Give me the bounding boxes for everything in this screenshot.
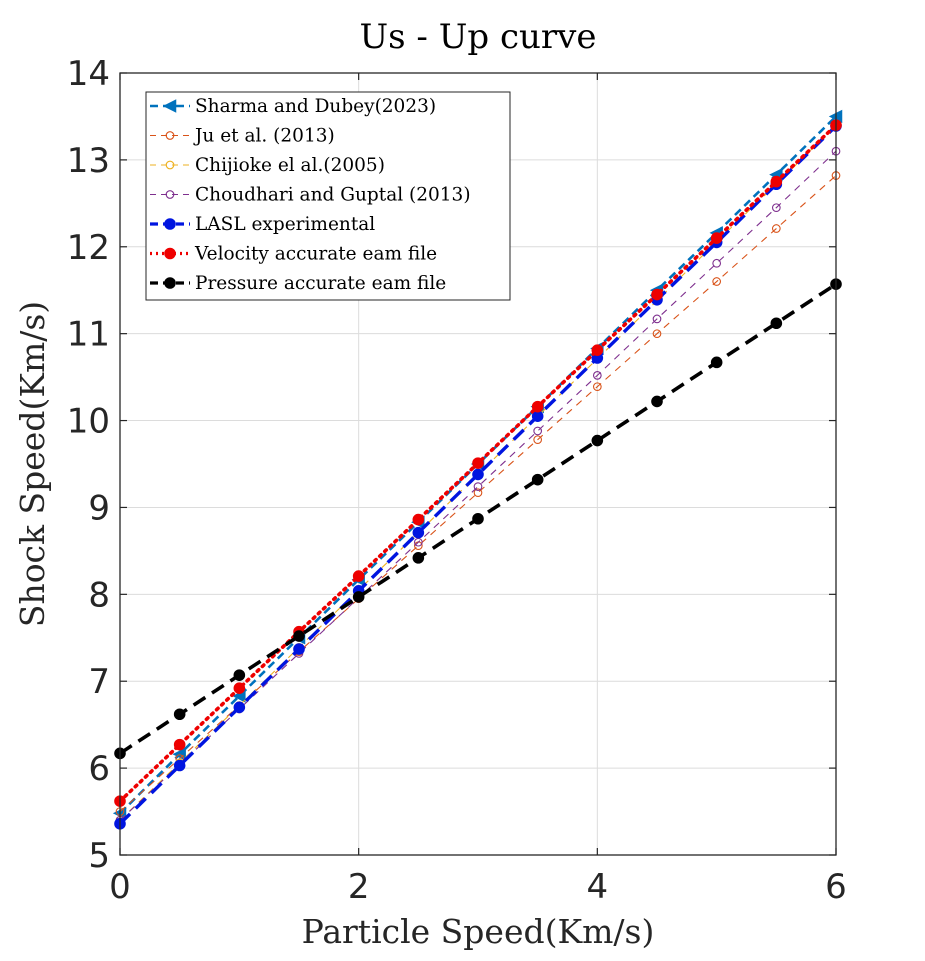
data-point [233, 669, 246, 681]
legend-item: LASL experimental [150, 214, 375, 235]
data-point [412, 552, 425, 564]
series-5 [114, 119, 842, 807]
y-tick-label: 13 [67, 141, 110, 181]
legend-marker [164, 247, 176, 260]
data-point [531, 473, 544, 486]
y-tick-label: 11 [67, 315, 110, 355]
y-tick-label: 7 [88, 662, 110, 702]
legend-label: Choudhari and Guptal (2013) [195, 185, 471, 206]
plot-frame [119, 72, 837, 856]
data-point [173, 738, 186, 751]
legend-marker [165, 190, 175, 199]
series-6 [114, 278, 842, 760]
data-point [771, 224, 781, 233]
data-point [233, 701, 246, 714]
legend-item: Ju et al. (2013) [150, 126, 335, 147]
legend-marker [164, 218, 176, 230]
data-point [712, 258, 722, 268]
data-point [531, 400, 544, 413]
data-point [712, 277, 722, 286]
x-tick-label: 4 [587, 867, 609, 907]
data-point [173, 759, 186, 772]
legend-item: Velocity accurate eam file [150, 244, 437, 265]
data-point [472, 512, 484, 525]
legend-box [145, 91, 511, 301]
data-point [592, 371, 602, 380]
data-point [473, 482, 483, 491]
legend-label: Sharma and Dubey(2023) [195, 96, 436, 117]
data-point [591, 344, 604, 356]
data-point [352, 570, 365, 582]
data-point [652, 314, 662, 324]
data-point [591, 434, 604, 447]
x-tick-label: 6 [825, 867, 847, 907]
legend-label: Velocity accurate eam file [194, 244, 437, 265]
y-tick-label: 14 [67, 54, 110, 94]
legend-label: Chijioke el al.(2005) [195, 155, 385, 176]
x-tick-label: 0 [109, 867, 131, 907]
data-point [473, 488, 483, 498]
x-tick-label: 2 [348, 867, 370, 907]
data-point [533, 426, 543, 436]
data-point [293, 630, 305, 642]
data-point [472, 468, 484, 481]
y-tick-label: 10 [67, 402, 110, 442]
data-point [710, 356, 723, 369]
y-tick-label: 8 [88, 575, 110, 615]
data-point [531, 410, 544, 423]
y-axis-label: Shock Speed(Km/s) [13, 301, 52, 627]
legend: Sharma and Dubey(2023) Ju et al. (2013) Ch… [145, 91, 511, 301]
data-point [472, 457, 484, 469]
data-point [173, 708, 186, 721]
legend-item: Sharma and Dubey(2023) [150, 96, 436, 117]
y-tick-label: 5 [88, 836, 110, 876]
legend-label: Pressure accurate eam file [195, 273, 446, 294]
data-point [412, 526, 425, 539]
y-tick-label: 6 [88, 749, 110, 789]
legend-item: Chijioke el al.(2005) [150, 155, 385, 176]
data-point [592, 382, 602, 392]
data-point [710, 232, 723, 244]
legend-label: LASL experimental [195, 214, 375, 235]
data-point [770, 317, 783, 330]
data-point [771, 203, 781, 213]
legend-marker [162, 99, 177, 113]
legend-marker [165, 160, 175, 170]
data-point [293, 643, 305, 655]
y-tick-label: 9 [88, 488, 110, 528]
axis-ticks: 0 2 4 6 5 6 7 8 9 10 11 12 13 14 [67, 54, 847, 907]
data-point [352, 591, 365, 603]
data-point [652, 329, 662, 339]
legend-marker [165, 131, 175, 140]
data-point [412, 513, 425, 526]
data-point [533, 435, 543, 445]
data-point [651, 395, 663, 408]
legend-label: Ju et al. (2013) [193, 126, 335, 147]
data-point [233, 682, 246, 694]
data-point [651, 288, 663, 301]
legend-item: Choudhari and Guptal (2013) [150, 185, 471, 206]
series-layer [112, 109, 843, 830]
data-point [770, 175, 783, 188]
y-tick-label: 12 [67, 228, 110, 268]
legend-marker [164, 277, 176, 289]
chart-title: Us - Up curve [360, 17, 597, 57]
x-axis-label: Particle Speed(Km/s) [302, 912, 655, 951]
legend-item: Pressure accurate eam file [150, 273, 446, 294]
